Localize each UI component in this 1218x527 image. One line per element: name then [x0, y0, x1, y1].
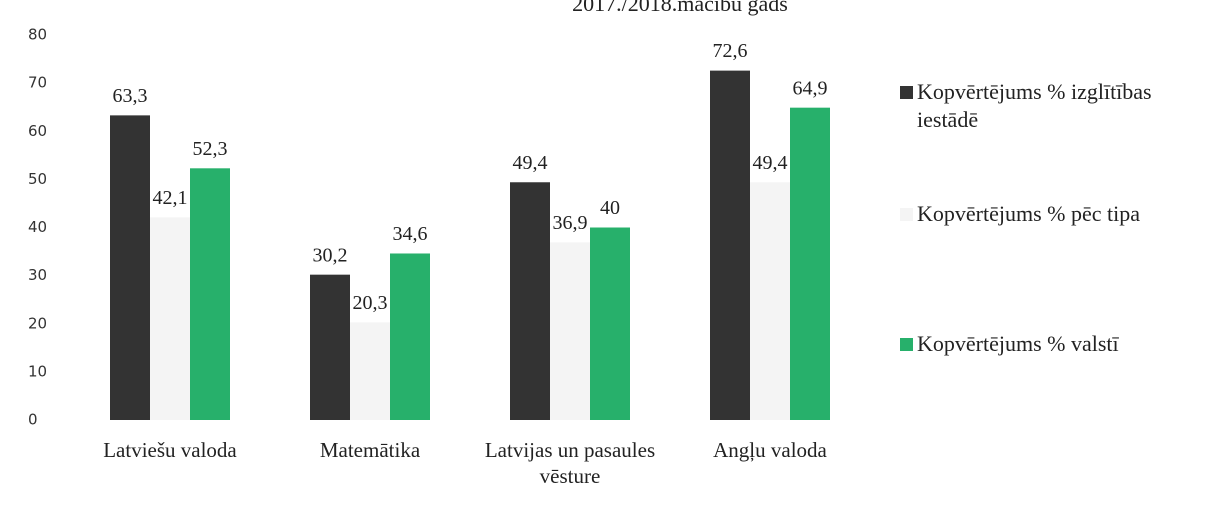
x-tick-label: Latviešu valoda — [103, 438, 237, 462]
bar — [310, 274, 350, 420]
bar — [350, 322, 390, 420]
legend-label: Kopvērtējums % valstī — [917, 331, 1119, 356]
data-label: 49,4 — [513, 152, 548, 174]
data-label: 20,3 — [353, 292, 388, 314]
legend-swatch — [900, 338, 913, 351]
y-tick-label: 20 — [28, 314, 47, 332]
y-tick-label: 40 — [28, 218, 47, 236]
data-label: 42,1 — [153, 187, 188, 209]
bar — [150, 217, 190, 420]
x-tick-label: Angļu valoda — [713, 438, 827, 462]
y-tick-label: 60 — [28, 122, 47, 140]
y-tick-label: 30 — [28, 266, 47, 284]
y-tick-label: 80 — [28, 26, 47, 44]
bar — [110, 115, 150, 421]
data-label: 64,9 — [793, 77, 828, 99]
y-tick-label: 70 — [28, 74, 47, 92]
data-label: 49,4 — [753, 152, 788, 174]
data-label: 36,9 — [553, 212, 588, 234]
x-tick-label: Latvijas un pasaules vēsture — [484, 438, 656, 488]
legend-item: Kopvērtējums % valstī — [900, 330, 1218, 358]
legend-label: Kopvērtējums % pēc tipa — [917, 201, 1140, 226]
bar — [190, 168, 230, 420]
y-tick-label: 0 — [28, 411, 38, 429]
data-label: 40 — [600, 197, 620, 219]
bar — [510, 182, 550, 420]
bar — [710, 70, 750, 421]
legend-swatch — [900, 86, 913, 99]
data-label: 52,3 — [193, 138, 228, 160]
bar — [550, 242, 590, 420]
chart-title: 2017./2018.mācību gads — [572, 0, 788, 16]
x-tick-label: Matemātika — [319, 438, 421, 462]
legend-swatch — [900, 208, 913, 221]
data-label: 34,6 — [393, 223, 428, 245]
data-label: 63,3 — [113, 85, 148, 107]
bar — [750, 182, 790, 420]
y-tick-label: 10 — [28, 362, 47, 380]
data-label: 30,2 — [313, 244, 348, 266]
bar — [790, 107, 830, 420]
legend-item: Kopvērtējums % pēc tipa — [900, 200, 1218, 228]
y-tick-label: 50 — [28, 170, 47, 188]
legend-item: Kopvērtējums % izglītības iestādē — [900, 78, 1218, 134]
bar — [390, 253, 430, 420]
bar — [590, 227, 630, 420]
data-label: 72,6 — [713, 40, 748, 62]
legend-label: Kopvērtējums % izglītības iestādē — [917, 79, 1152, 132]
